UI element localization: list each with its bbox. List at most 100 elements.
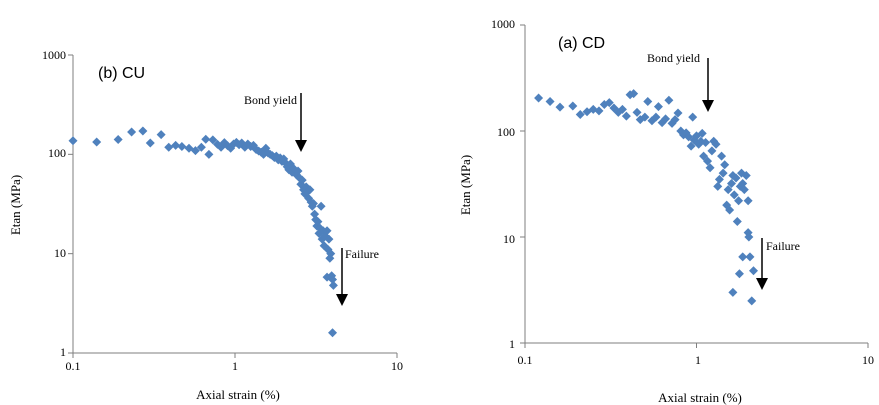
y-axis-title-cu: Etan (MPa) xyxy=(8,175,23,235)
data-point-cd xyxy=(664,95,674,105)
data-point-cd xyxy=(728,287,738,297)
annotation-failure-cu: Failure xyxy=(345,247,379,261)
arrow-bond-yield-cd xyxy=(702,58,714,112)
data-point-cu xyxy=(138,126,148,136)
data-point-cd xyxy=(697,128,707,138)
x-tick-label-cd-2: 10 xyxy=(862,353,874,367)
data-point-cu xyxy=(326,249,336,259)
data-point-cd xyxy=(686,141,696,151)
data-point-cd xyxy=(604,98,614,108)
y-tick-label-cd-0: 1 xyxy=(509,337,515,351)
annotation-bond-yield-cu: Bond yield xyxy=(244,93,297,107)
data-point-cu xyxy=(297,175,307,185)
data-point-cd xyxy=(670,115,680,125)
data-point-cu xyxy=(92,137,102,147)
data-point-cd xyxy=(734,269,744,279)
data-point-cu xyxy=(190,146,200,156)
x-tick-label-cu-0: 0.1 xyxy=(66,359,81,373)
data-point-cd xyxy=(707,146,717,156)
data-point-cu xyxy=(322,226,332,236)
data-point-cu xyxy=(208,135,218,145)
data-point-cd xyxy=(617,104,627,114)
y-tick-label-cu-3: 1000 xyxy=(42,48,66,62)
data-point-cd xyxy=(732,217,742,227)
data-point-cu xyxy=(196,142,206,152)
data-point-cd xyxy=(651,112,661,122)
data-point-cd xyxy=(731,173,741,183)
plot-area-cu xyxy=(68,54,398,358)
data-point-cd xyxy=(729,190,739,200)
y-axis-title-cd: Etan (MPa) xyxy=(458,155,473,215)
data-point-cd xyxy=(688,112,698,122)
data-point-cd xyxy=(643,96,653,106)
data-point-cu xyxy=(305,185,315,195)
data-point-cd xyxy=(725,205,735,215)
chart-panel-cu: (b) CU Axial strain (%) Etan (MPa) 0.1 1… xyxy=(8,48,403,402)
data-point-cd xyxy=(747,296,757,306)
data-point-cd xyxy=(718,168,728,178)
data-point-cd xyxy=(621,111,631,121)
data-point-cd xyxy=(714,174,724,184)
data-point-cu xyxy=(156,130,166,140)
data-point-cu xyxy=(324,234,334,244)
data-point-cu xyxy=(164,142,174,152)
data-point-cu xyxy=(328,280,338,290)
data-point-cd xyxy=(629,89,639,99)
arrow-failure-cu xyxy=(336,248,348,306)
data-point-cd xyxy=(594,106,604,116)
data-point-cd xyxy=(575,110,585,120)
data-point-cd xyxy=(738,178,748,188)
data-point-cd xyxy=(555,102,565,112)
data-point-cu xyxy=(68,136,78,146)
data-point-cu xyxy=(127,127,137,137)
y-tick-label-cu-2: 100 xyxy=(48,146,66,160)
y-tick-label-cd-1: 10 xyxy=(503,232,515,246)
data-point-cd xyxy=(738,252,748,262)
plot-area-cd xyxy=(520,24,869,348)
data-point-cd xyxy=(653,102,663,112)
panel-label-cu: (b) CU xyxy=(98,65,145,82)
y-tick-label-cu-1: 10 xyxy=(54,246,66,260)
x-tick-label-cd-1: 1 xyxy=(695,353,701,367)
data-point-cu xyxy=(313,217,323,227)
data-point-cu xyxy=(328,328,338,338)
data-point-cu xyxy=(248,140,258,150)
data-point-cd xyxy=(661,114,671,124)
data-point-cd xyxy=(720,160,730,170)
data-point-cu xyxy=(201,134,211,144)
data-point-cd xyxy=(734,196,744,206)
data-point-cd xyxy=(723,185,733,195)
data-point-cd xyxy=(739,185,749,195)
data-point-cu xyxy=(204,149,214,159)
data-point-cd xyxy=(703,156,713,166)
data-point-cd xyxy=(640,112,650,122)
arrow-bond-yield-cu xyxy=(295,93,307,152)
x-axis-title-cu: Axial strain (%) xyxy=(196,387,280,402)
y-tick-label-cd-3: 1000 xyxy=(491,17,515,31)
data-point-cu xyxy=(316,201,326,211)
annotation-failure-cd: Failure xyxy=(766,239,800,253)
data-point-cu xyxy=(322,272,332,282)
y-tick-label-cu-0: 1 xyxy=(60,345,66,359)
data-point-cu xyxy=(145,138,155,148)
data-point-cu xyxy=(113,135,123,145)
data-point-cd xyxy=(711,139,721,149)
arrow-failure-cd xyxy=(756,238,768,290)
x-tick-label-cu-1: 1 xyxy=(232,359,238,373)
data-point-cd xyxy=(632,107,642,117)
data-point-cd xyxy=(568,101,578,111)
data-point-cd xyxy=(749,266,759,276)
data-point-cd xyxy=(534,93,544,103)
data-point-cu xyxy=(177,141,187,151)
data-point-cd xyxy=(743,196,753,206)
x-tick-label-cd-0: 0.1 xyxy=(518,353,533,367)
data-point-cd xyxy=(673,108,683,118)
data-point-cu xyxy=(171,140,181,150)
data-point-cd xyxy=(745,252,755,262)
x-axis-title-cd: Axial strain (%) xyxy=(658,390,742,405)
data-point-cd xyxy=(545,96,555,106)
data-point-cd xyxy=(717,151,727,161)
data-point-cu xyxy=(293,166,303,176)
y-tick-label-cd-2: 100 xyxy=(497,125,515,139)
